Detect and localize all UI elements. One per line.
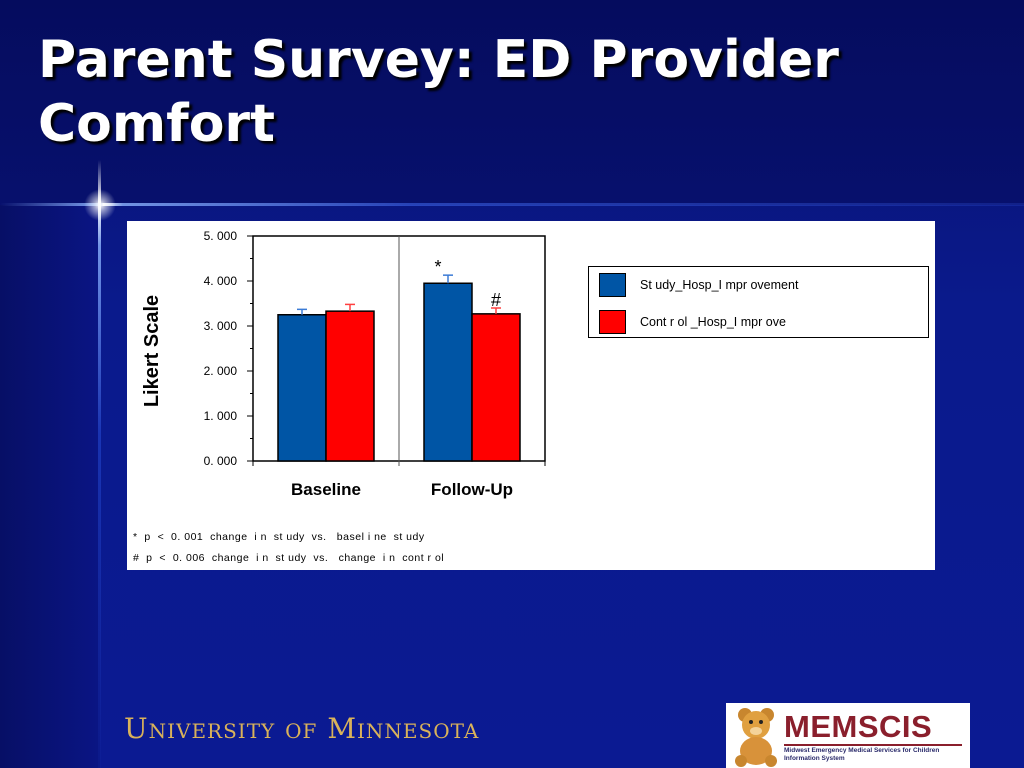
legend-swatch-study [599, 273, 626, 297]
legend-item-study: St udy_Hosp_I mpr ovement [599, 272, 798, 298]
slide-title: Parent Survey: ED Provider Comfort [38, 30, 839, 154]
y-tick-label: 2. 000 [204, 364, 238, 378]
legend-label-study: St udy_Hosp_I mpr ovement [640, 278, 799, 292]
university-wordmark: University of Minnesota [124, 712, 480, 745]
y-tick-label: 1. 000 [204, 409, 238, 423]
footnote-study: * p < 0. 001 change i n st udy vs. basel… [133, 531, 425, 543]
y-tick-label: 3. 000 [204, 319, 238, 333]
y-tick-label: 5. 000 [204, 229, 238, 243]
significance-marker: # [491, 290, 501, 310]
y-tick-label: 0. 000 [204, 454, 238, 468]
decorative-horizontal-line [0, 203, 1024, 206]
y-tick-label: 4. 000 [204, 274, 238, 288]
legend-swatch-control [599, 310, 626, 334]
legend-label-control: Cont r ol _Hosp_I mpr ove [640, 315, 786, 329]
logo-subtitle: Midwest Emergency Medical Services for C… [784, 747, 940, 762]
bar [325, 310, 375, 462]
bar [423, 282, 473, 462]
significance-marker: * [434, 257, 441, 277]
teddy-bear-icon [735, 708, 777, 767]
y-axis-label: Likert Scale [141, 294, 163, 408]
bar-chart: 0. 000 1. 000 2. 000 3. 000 4. 000 5. 000 Base… [204, 229, 546, 499]
title-band [0, 0, 1024, 205]
x-tick-label: Follow-Up [431, 480, 513, 499]
legend-item-control: Cont r ol _Hosp_I mpr ove [599, 309, 786, 335]
logo-name: MEMSCIS [784, 709, 933, 744]
chart-panel: 0. 000 1. 000 2. 000 3. 000 4. 000 5. 000 Base… [127, 221, 935, 570]
decorative-sparkle [84, 189, 116, 221]
memscis-logo: MEMSCIS Midwest Emergency Medical Servic… [726, 703, 970, 768]
x-tick-label: Baseline [291, 480, 361, 499]
logo-divider [784, 744, 962, 746]
footnote-control: # p < 0. 006 change i n st udy vs. chang… [133, 552, 445, 564]
left-band [0, 205, 100, 768]
decorative-vertical-line [98, 160, 101, 768]
bar [277, 314, 327, 462]
chart-legend: St udy_Hosp_I mpr ovement Cont r ol _Hos… [588, 266, 929, 338]
bar [471, 313, 521, 462]
